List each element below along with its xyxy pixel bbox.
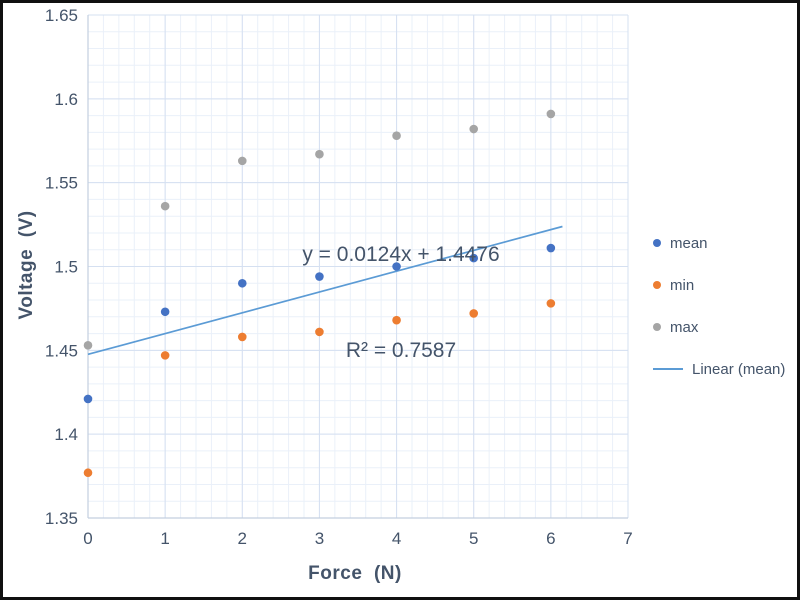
trendline [87,225,563,356]
y-tick-label: 1.6 [54,90,78,109]
y-axis-title: Voltage (V) [16,210,37,320]
x-tick-label: 3 [315,529,324,548]
max-data-point [160,201,170,211]
mean-data-point [160,307,170,317]
legend-label: max [670,318,699,336]
min-data-point [469,309,479,318]
scatter-chart: 0 1 2 3 4 5 6 7 1.35 1.4 1.45 1.5 1.55 1.6 1.65 Voltag… [3,3,797,597]
max-data-point [546,109,556,119]
legend-dot-marker [653,239,661,247]
x-tick-label: 6 [546,529,555,548]
legend-line-marker [653,368,683,370]
legend-item-max: max [653,316,785,338]
mean-data-point [237,278,247,288]
min-data-point [160,351,170,360]
x-tick-label: 2 [238,529,247,548]
legend-item-mean: mean [653,232,785,254]
legend-item-linear-mean: Linear (mean) [653,358,785,380]
max-data-point [83,341,93,350]
x-tick-label: 5 [469,529,478,548]
legend: mean min max Linear (mean) [653,232,785,380]
y-tick-label: 1.45 [45,341,78,360]
x-tick-label: 4 [392,529,401,548]
legend-label: min [670,276,695,294]
min-data-point [315,327,324,337]
mean-data-point [83,394,93,404]
y-tick-label: 1.5 [54,258,78,277]
mean-data-point [469,253,479,263]
y-tick-label: 1.35 [45,509,78,528]
mean-data-point [315,272,324,281]
legend-label: Linear (mean) [692,360,786,378]
trendline-equation: y = 0.0124x + 1.4476 [302,243,500,266]
min-data-point [83,468,93,478]
y-tick-label: 1.55 [45,174,78,193]
max-data-point [392,131,401,141]
x-tick-label: 7 [623,529,632,548]
max-data-point [237,156,247,166]
legend-item-min: min [653,274,785,296]
y-tick-label: 1.65 [45,6,78,25]
x-tick-label: 0 [83,529,92,548]
x-axis-title: Force (N) [308,563,402,584]
x-tick-label: 1 [160,529,169,548]
mean-data-point [392,262,401,271]
legend-dot-marker [653,323,661,331]
min-data-point [237,332,247,342]
plot-area: 0 1 2 3 4 5 6 7 1.35 1.4 1.45 1.5 1.55 1.6 1.65 [45,6,633,548]
max-data-point [469,124,479,134]
trendline-annotation: y = 0.0124x + 1.4476 R² = 0.7587 [302,175,499,431]
min-data-point [546,299,556,308]
r-squared-value: R² = 0.7587 [345,339,457,362]
y-tick-label: 1.4 [54,425,78,444]
min-data-point [392,315,401,325]
legend-dot-marker [653,281,661,289]
mean-data-point [546,243,556,253]
max-data-point [315,149,324,159]
legend-label: mean [670,234,708,252]
